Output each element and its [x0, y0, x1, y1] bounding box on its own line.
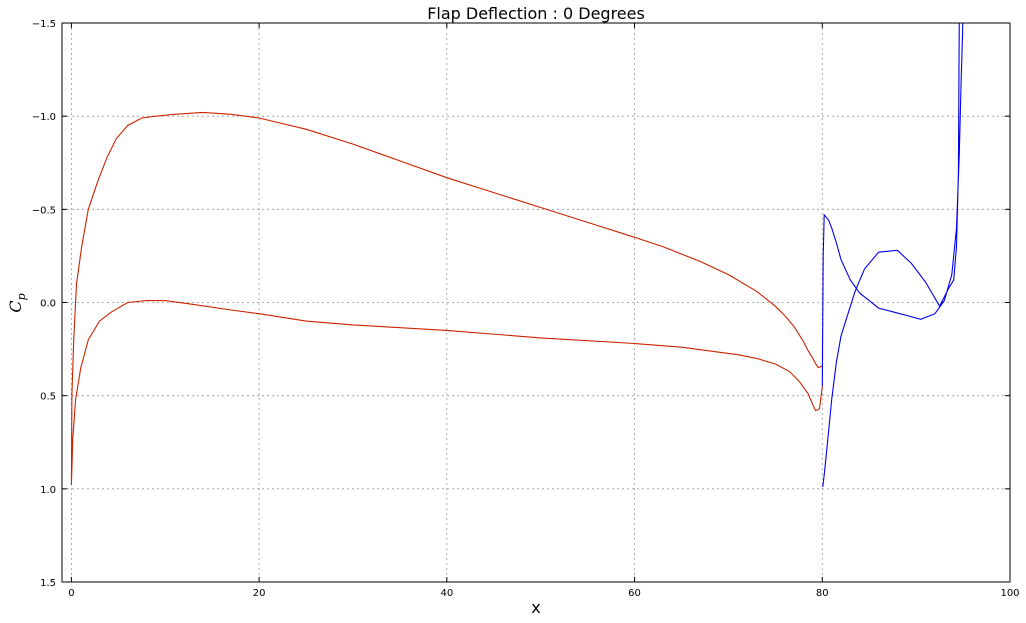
series-line-1	[70, 111, 823, 486]
x-axis-label: x	[531, 598, 540, 617]
x-tick-label: 40	[440, 588, 453, 599]
y-tick-label: 0.0	[40, 299, 56, 310]
y-axis-label-subscript: p	[15, 293, 28, 300]
y-tick-label: −1.5	[32, 19, 56, 30]
series-line-2	[821, 23, 964, 488]
chart-title: Flap Deflection : 0 Degrees	[427, 4, 645, 23]
x-axis-ticks: 0 20 40 60 80 100	[68, 23, 1020, 599]
y-tick-label: 1.0	[40, 485, 56, 496]
x-tick-label: 0	[68, 588, 74, 599]
y-tick-label: −0.5	[32, 205, 56, 216]
y-tick-label: 1.5	[40, 578, 56, 589]
x-tick-label: 100	[1000, 588, 1019, 599]
x-tick-label: 20	[253, 588, 266, 599]
series-layer	[70, 23, 964, 488]
y-tick-label: 0.5	[40, 392, 56, 403]
y-axis-label: Cp	[6, 293, 28, 312]
grid	[62, 22, 1011, 583]
y-axis-ticks: −1.5 −1.0 −0.5 0.0 0.5 1.0 1.5	[32, 19, 1010, 589]
y-tick-label: −1.0	[32, 112, 56, 123]
y-axis-label-main: C	[6, 300, 25, 312]
x-tick-label: 80	[816, 588, 829, 599]
x-tick-label: 60	[628, 588, 641, 599]
